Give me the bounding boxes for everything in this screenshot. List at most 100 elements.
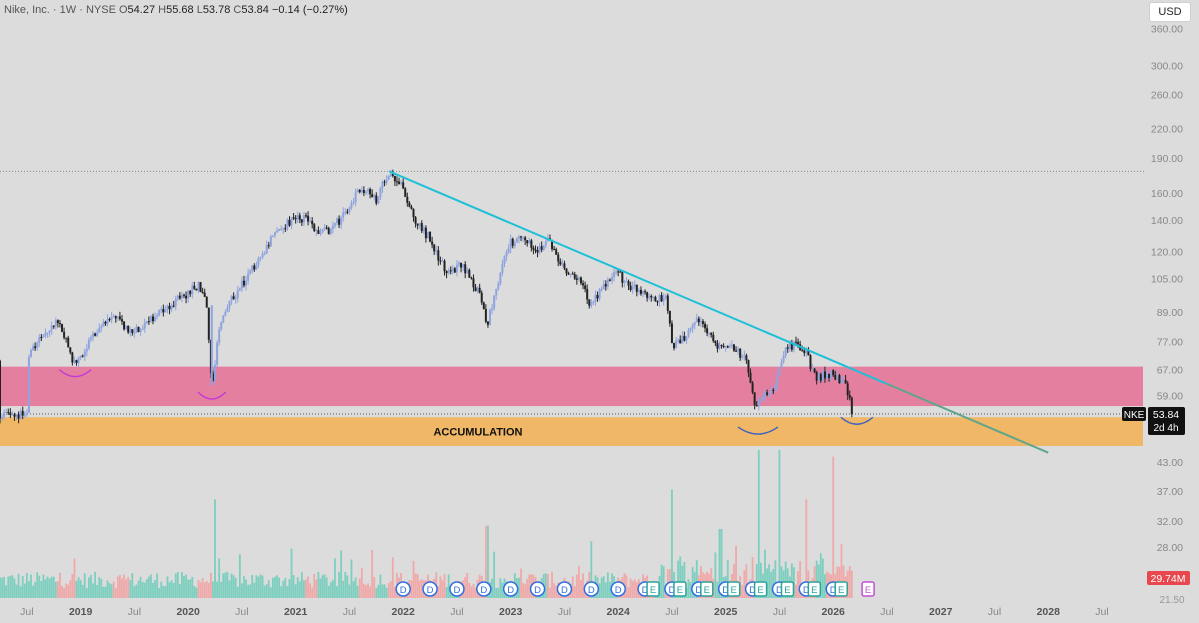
earnings-marker[interactable]	[673, 581, 687, 597]
candle-body	[540, 246, 543, 250]
candle-body	[544, 241, 547, 246]
dividend-marker[interactable]	[449, 581, 465, 597]
currency-button[interactable]: USD	[1149, 2, 1191, 22]
bottom-curve-2018	[58, 369, 92, 378]
candle-body	[724, 346, 727, 348]
volume-bar	[54, 581, 57, 598]
dividend-marker[interactable]	[610, 581, 626, 597]
interval-label[interactable]: 1W	[59, 4, 77, 16]
candle-body	[278, 229, 281, 231]
candle-body	[251, 265, 254, 271]
volume-bar	[201, 577, 204, 598]
candle-body	[834, 375, 837, 380]
volume-bar	[662, 566, 665, 598]
candle-body	[191, 285, 194, 295]
candle-body	[768, 393, 771, 395]
volume-bar	[259, 574, 262, 598]
candle-body	[840, 380, 843, 384]
time-axis-label: 2025	[714, 606, 738, 618]
candle-body	[693, 322, 696, 326]
candle-body	[302, 215, 305, 223]
volume-bar	[741, 585, 744, 598]
candle-body	[226, 307, 229, 312]
candle-body	[482, 302, 485, 309]
volume-bar	[311, 587, 314, 598]
candle-body	[844, 379, 847, 384]
candle-body	[708, 333, 711, 335]
candle-body	[313, 224, 316, 231]
volume-bar	[245, 579, 247, 598]
volume-tag	[1147, 571, 1190, 585]
time-axis-label: Jul	[988, 606, 1001, 618]
candle-body	[761, 397, 764, 399]
symbol-name[interactable]: Nike, Inc.	[4, 4, 50, 16]
volume-bar	[56, 581, 59, 598]
trendline[interactable]	[388, 170, 888, 385]
volume-bar	[499, 578, 502, 598]
volume-bar	[590, 541, 593, 598]
volume-bar	[795, 584, 797, 598]
volume-bar	[770, 571, 773, 598]
candle-body	[633, 284, 636, 287]
dividend-marker[interactable]	[556, 581, 573, 597]
candle-body	[168, 305, 171, 310]
candle-body	[493, 295, 496, 309]
earnings-marker[interactable]	[834, 581, 848, 597]
candle-body	[257, 257, 260, 265]
trendline-extension[interactable]	[886, 382, 1049, 454]
dividend-marker[interactable]	[529, 581, 546, 597]
volume-bar	[815, 560, 818, 598]
candle-body	[81, 355, 84, 357]
candle-body	[178, 295, 181, 299]
earnings-marker[interactable]	[646, 581, 660, 597]
candle-body	[342, 212, 345, 218]
volume-bar	[249, 584, 252, 598]
candle-body	[755, 405, 758, 407]
dividend-marker[interactable]	[422, 581, 438, 597]
dividend-marker[interactable]	[395, 581, 411, 597]
time-axis: 21.50 Jul 2019 Jul 2020 Jul 2021 Jul 2022 Jul 2023…	[20, 595, 1185, 618]
candle-body	[338, 218, 341, 225]
candle-body	[127, 325, 130, 333]
candle-body	[354, 192, 357, 203]
volume-bar	[768, 564, 771, 598]
event-markers[interactable]: D D D D D D D D D D D D D D D D DE E E E E E E E E	[395, 581, 875, 597]
volume-bar	[133, 585, 136, 598]
candle-body	[307, 215, 310, 222]
volume-bar	[735, 545, 737, 598]
candle-body	[515, 238, 518, 243]
candle-body	[621, 272, 624, 283]
candle-body	[323, 227, 326, 230]
volume-bar	[174, 573, 177, 598]
candle-body	[67, 337, 70, 348]
candle-body	[745, 355, 748, 361]
candle-body	[499, 272, 502, 284]
earnings-marker[interactable]	[807, 581, 822, 597]
earnings-marker[interactable]	[780, 581, 795, 597]
volume-bar	[3, 576, 6, 598]
volume-bar	[602, 576, 605, 598]
candle-body	[838, 375, 841, 384]
candle-body	[346, 211, 349, 213]
volume-bar	[683, 561, 686, 598]
earnings-marker[interactable]	[861, 581, 875, 597]
candle-body	[83, 351, 86, 357]
candle-body	[780, 361, 783, 368]
earnings-marker[interactable]	[726, 581, 741, 597]
candle-body	[321, 229, 324, 233]
dividend-marker[interactable]	[476, 581, 492, 597]
volume-bar	[110, 584, 113, 598]
candle-body	[131, 329, 134, 333]
volume-bar	[224, 572, 227, 598]
candle-body	[766, 392, 769, 395]
volume-bar	[447, 574, 450, 598]
dividend-marker[interactable]	[502, 581, 519, 597]
earnings-marker[interactable]	[700, 581, 714, 597]
dividend-marker[interactable]	[583, 581, 600, 597]
candle-body	[358, 189, 361, 193]
volume-bar	[135, 584, 138, 598]
volume-bar	[362, 583, 365, 598]
earnings-marker[interactable]	[753, 581, 768, 597]
candle-body	[460, 262, 463, 268]
